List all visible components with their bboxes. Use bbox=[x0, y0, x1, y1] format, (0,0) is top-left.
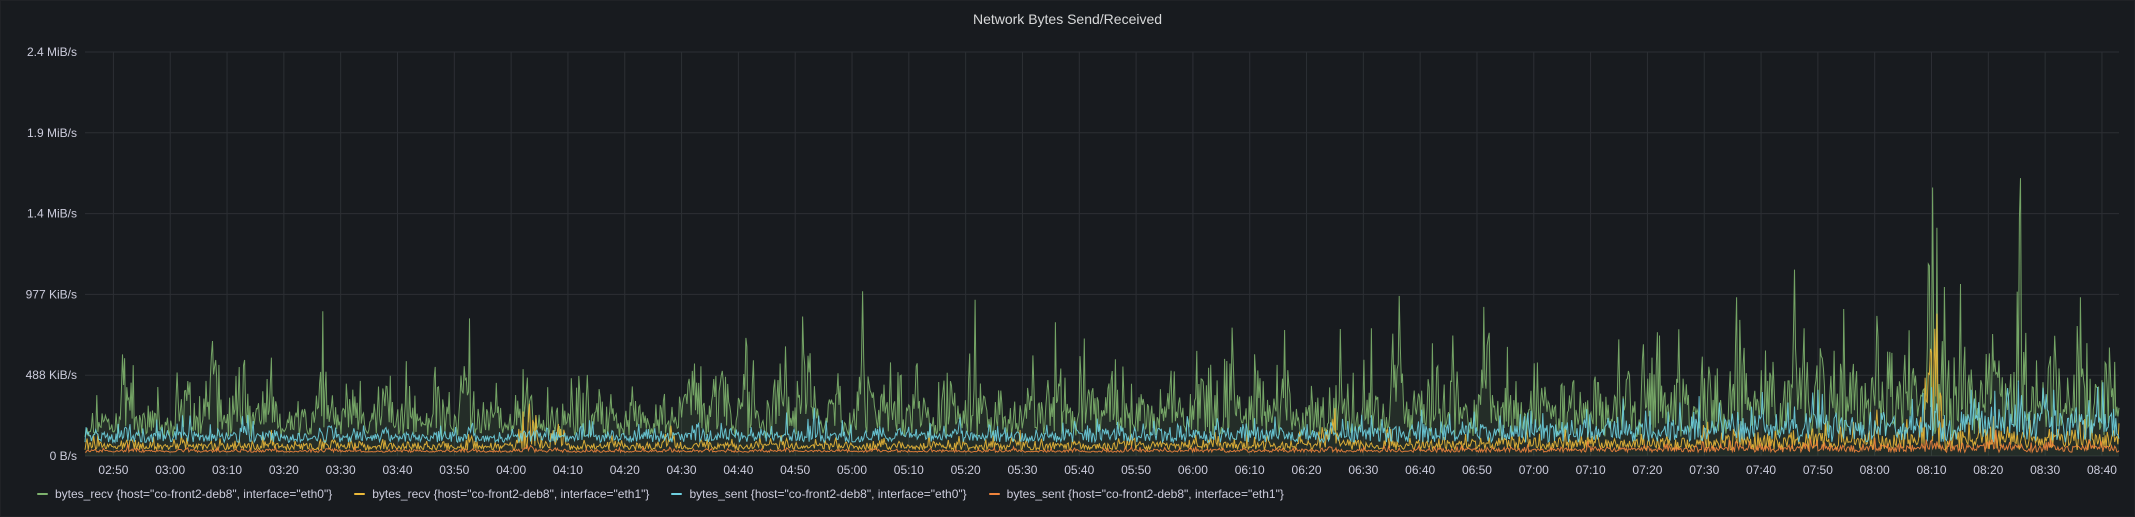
series-line-0 bbox=[84, 178, 2120, 439]
x-tick-label: 07:40 bbox=[1746, 463, 1776, 476]
x-tick-label: 03:30 bbox=[326, 463, 356, 476]
y-tick-label: 1.9 MiB/s bbox=[27, 126, 77, 140]
legend-swatch-bytes-recv-eth0 bbox=[37, 493, 48, 495]
x-tick-label: 06:50 bbox=[1462, 463, 1492, 476]
legend-item-bytes-sent-eth0[interactable]: bytes_sent {host="co-front2-deb8", inter… bbox=[671, 487, 967, 501]
legend-swatch-bytes-recv-eth1 bbox=[354, 493, 366, 495]
x-tick-label: 06:10 bbox=[1235, 463, 1265, 476]
grid bbox=[85, 51, 2119, 457]
x-tick-label: 03:10 bbox=[212, 463, 242, 476]
chart-plot[interactable]: 0 B/s 488 KiB/s 977 KiB/s 1.4 MiB/s 1.9 MiB/… bbox=[1, 1, 2134, 476]
legend-item-bytes-sent-eth1[interactable]: bytes_sent {host="co-front2-deb8", inter… bbox=[988, 487, 1284, 501]
x-tick-label: 04:40 bbox=[723, 463, 753, 476]
x-tick-label: 05:50 bbox=[1121, 463, 1151, 476]
x-tick-label: 02:50 bbox=[98, 463, 128, 476]
legend-label-bytes-recv-eth1: bytes_recv {host="co-front2-deb8", inter… bbox=[372, 487, 650, 501]
x-tick-label: 04:10 bbox=[553, 463, 583, 476]
legend-item-bytes-recv-eth0[interactable]: bytes_recv {host="co-front2-deb8", inter… bbox=[37, 487, 332, 501]
legend-swatch-bytes-sent-eth0 bbox=[671, 493, 683, 495]
y-tick-label: 977 KiB/s bbox=[26, 287, 77, 301]
y-tick-label: 2.4 MiB/s bbox=[27, 45, 77, 59]
x-tick-label: 07:00 bbox=[1519, 463, 1549, 476]
legend-label-bytes-sent-eth0: bytes_sent {host="co-front2-deb8", inter… bbox=[689, 487, 967, 501]
y-axis: 0 B/s 488 KiB/s 977 KiB/s 1.4 MiB/s 1.9 MiB/… bbox=[26, 45, 77, 463]
x-tick-label: 08:10 bbox=[1916, 463, 1946, 476]
x-tick-label: 05:00 bbox=[837, 463, 867, 476]
x-tick-label: 08:30 bbox=[2030, 463, 2060, 476]
x-tick-label: 08:00 bbox=[1860, 463, 1890, 476]
series-line-2 bbox=[84, 380, 2120, 445]
panel-title[interactable]: Network Bytes Send/Received bbox=[972, 11, 1163, 27]
x-tick-label: 03:00 bbox=[155, 463, 185, 476]
x-tick-label: 05:40 bbox=[1064, 463, 1094, 476]
x-tick-label: 07:10 bbox=[1576, 463, 1606, 476]
x-tick-label: 05:10 bbox=[894, 463, 924, 476]
x-tick-label: 07:20 bbox=[1632, 463, 1662, 476]
x-tick-label: 06:20 bbox=[1292, 463, 1322, 476]
x-tick-label: 03:40 bbox=[382, 463, 412, 476]
x-tick-label: 03:50 bbox=[439, 463, 469, 476]
series-layer bbox=[84, 178, 2120, 456]
legend-label-bytes-sent-eth1: bytes_sent {host="co-front2-deb8", inter… bbox=[1006, 487, 1284, 501]
legend-item-bytes-recv-eth1[interactable]: bytes_recv {host="co-front2-deb8", inter… bbox=[354, 487, 649, 501]
x-axis: 02:50 03:00 03:10 03:20 03:30 03:40 03:50 04:00… bbox=[98, 463, 2117, 476]
x-tick-label: 07:30 bbox=[1689, 463, 1719, 476]
legend-label-bytes-recv-eth0: bytes_recv {host="co-front2-deb8", inter… bbox=[55, 487, 333, 501]
x-tick-label: 07:50 bbox=[1803, 463, 1833, 476]
x-tick-label: 06:00 bbox=[1178, 463, 1208, 476]
x-tick-label: 05:20 bbox=[951, 463, 981, 476]
y-tick-label: 0 B/s bbox=[50, 449, 77, 463]
x-tick-label: 05:30 bbox=[1007, 463, 1037, 476]
x-tick-label: 08:20 bbox=[1973, 463, 2003, 476]
x-tick-label: 04:50 bbox=[780, 463, 810, 476]
series-line-3 bbox=[84, 429, 2120, 454]
x-tick-label: 04:00 bbox=[496, 463, 526, 476]
legend: bytes_recv {host="co-front2-deb8", inter… bbox=[37, 487, 1284, 501]
x-tick-label: 04:20 bbox=[610, 463, 640, 476]
y-tick-label: 1.4 MiB/s bbox=[27, 207, 77, 221]
x-tick-label: 06:40 bbox=[1405, 463, 1435, 476]
x-tick-label: 06:30 bbox=[1348, 463, 1378, 476]
x-tick-label: 04:30 bbox=[667, 463, 697, 476]
series-line-1 bbox=[84, 313, 2120, 452]
legend-swatch-bytes-sent-eth1 bbox=[988, 493, 1000, 495]
x-tick-label: 08:40 bbox=[2087, 463, 2117, 476]
x-tick-label: 03:20 bbox=[269, 463, 299, 476]
y-tick-label: 488 KiB/s bbox=[26, 368, 77, 382]
